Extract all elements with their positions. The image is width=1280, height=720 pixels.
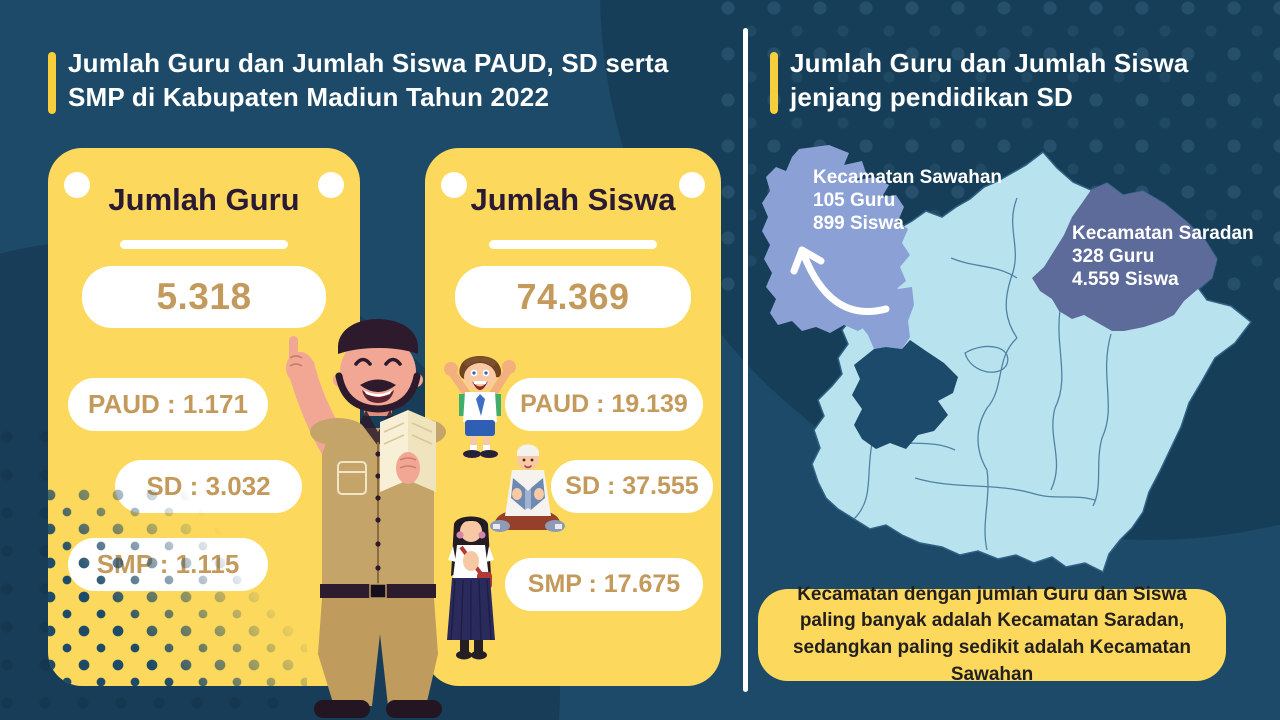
guru-paud-pill: PAUD : 1.171 [68, 378, 268, 431]
sawahan-siswa: 899 Siswa [813, 213, 904, 234]
map-callout-arrow [790, 246, 890, 316]
reading-boy-icon [490, 444, 565, 532]
siswa-smp-pill: SMP : 17.675 [505, 558, 703, 611]
card-polkadots [48, 487, 307, 686]
siswa-sd-pill: SD : 37.555 [551, 460, 713, 513]
punch-hole-icon [679, 172, 705, 198]
guru-total-pill: 5.318 [82, 266, 326, 328]
madiun-regency-map [762, 145, 1253, 574]
sawahan-name: Kecamatan Sawahan [813, 167, 1003, 188]
cheering-boy-icon [444, 356, 516, 458]
punch-hole-icon [441, 172, 467, 198]
sawahan-label: Kecamatan Sawahan 105 Guru 899 Siswa [813, 166, 1002, 235]
section-divider [743, 28, 748, 692]
conclusion-box: Kecamatan dengan jumlah Guru dan Siswa p… [758, 584, 1226, 685]
siswa-card-underline [489, 240, 657, 249]
map-region-saradan [1032, 183, 1217, 331]
saradan-name: Kecamatan Saradan [1072, 223, 1254, 244]
conclusion-text: Kecamatan dengan jumlah Guru dan Siswa p… [792, 583, 1192, 685]
left-section-title: Jumlah Guru dan Jumlah Siswa PAUD, SD se… [68, 48, 669, 113]
saradan-label: Kecamatan Saradan 328 Guru 4.559 Siswa [1072, 222, 1254, 291]
teacher-illustration [286, 319, 446, 718]
sawahan-guru: 105 Guru [813, 190, 896, 211]
right-title-accent-bar [770, 52, 778, 114]
saradan-siswa: 4.559 Siswa [1072, 269, 1179, 290]
map-internal-borders [853, 197, 1112, 551]
schoolgirl-icon [447, 516, 495, 660]
siswa-paud-pill: PAUD : 19.139 [505, 378, 703, 431]
punch-hole-icon [318, 172, 344, 198]
right-section-title: Jumlah Guru dan Jumlah Siswa jenjang pen… [790, 48, 1189, 113]
siswa-card: Jumlah Siswa 74.369 PAUD : 19.139 SD : 3… [425, 148, 721, 686]
siswa-total-pill: 74.369 [455, 266, 691, 328]
punch-hole-icon [64, 172, 90, 198]
siswa-card-title: Jumlah Siswa [470, 182, 676, 217]
guru-card-title: Jumlah Guru [108, 182, 300, 217]
guru-card-underline [120, 240, 288, 249]
guru-card: Jumlah Guru 5.318 PAUD : 1.171 SD : 3.03… [48, 148, 360, 686]
map-region-dark [852, 340, 958, 449]
saradan-guru: 328 Guru [1072, 246, 1155, 267]
left-title-accent-bar [48, 52, 56, 114]
map-sawahan-enlarged [762, 145, 910, 333]
